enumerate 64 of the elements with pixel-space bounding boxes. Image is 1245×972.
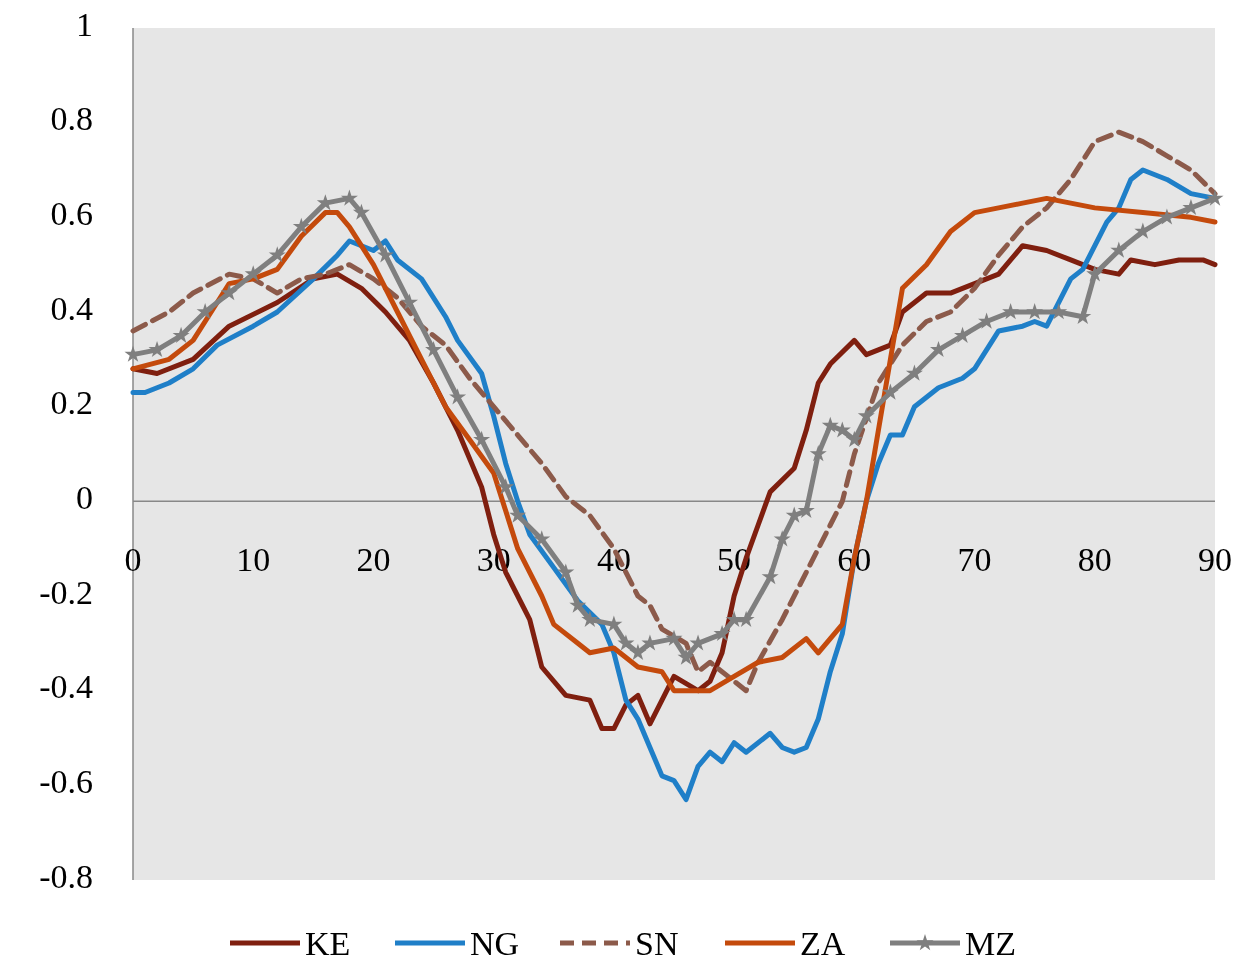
x-tick-label: 10 [236, 541, 271, 579]
y-tick-label: -0.6 [39, 763, 93, 801]
y-tick-label: -0.8 [39, 857, 93, 895]
point [581, 610, 599, 627]
point [629, 643, 647, 661]
y-tick-label: 0.8 [50, 100, 93, 138]
point [665, 629, 683, 646]
y-tick-label: 0.6 [50, 195, 93, 233]
point [1110, 241, 1128, 258]
point [617, 634, 635, 651]
y-tick-label: 0.4 [50, 289, 93, 327]
x-tick-label: 80 [1077, 541, 1112, 579]
point [292, 217, 310, 235]
y-tick-label: 0.2 [50, 384, 93, 422]
legend-label: NG [470, 925, 520, 962]
point [196, 303, 214, 320]
point [376, 246, 394, 263]
point [244, 265, 262, 282]
point [905, 364, 923, 381]
x-tick-label: 20 [356, 541, 391, 579]
point [473, 430, 491, 448]
x-tick-label: 90 [1198, 541, 1232, 579]
y-tick-label: -0.4 [39, 668, 93, 706]
point [677, 648, 695, 665]
point [340, 189, 358, 206]
point [1086, 265, 1104, 282]
point [713, 624, 731, 642]
point [845, 430, 863, 448]
y-tick-label: 0 [76, 479, 93, 517]
x-tick-label: 70 [957, 541, 992, 579]
point [148, 340, 166, 358]
y-tick-label: -0.2 [39, 573, 93, 611]
y-tick-label: 1 [76, 5, 93, 43]
point [569, 596, 587, 613]
point [881, 383, 899, 400]
legend-label: SN [635, 925, 679, 962]
point [497, 478, 515, 495]
point [809, 445, 827, 462]
point [509, 506, 527, 523]
point [220, 284, 238, 301]
point [1134, 222, 1152, 239]
point [268, 246, 286, 263]
point [449, 388, 467, 405]
point [821, 416, 839, 433]
point [533, 530, 551, 547]
point [1206, 189, 1224, 206]
point [425, 340, 443, 358]
legend-label: MZ [965, 925, 1016, 962]
point [797, 501, 815, 519]
point [773, 530, 791, 547]
legend-label: KE [305, 925, 351, 962]
point [352, 203, 370, 220]
x-tick-label: 0 [124, 541, 142, 579]
point [172, 326, 190, 343]
point [929, 340, 947, 358]
point [1026, 303, 1044, 320]
legend-label: ZA [800, 925, 846, 962]
point [1002, 303, 1020, 320]
point [401, 293, 419, 310]
point [1050, 303, 1068, 320]
point [857, 407, 875, 424]
point [557, 563, 575, 580]
point [954, 326, 972, 343]
point [761, 568, 779, 585]
